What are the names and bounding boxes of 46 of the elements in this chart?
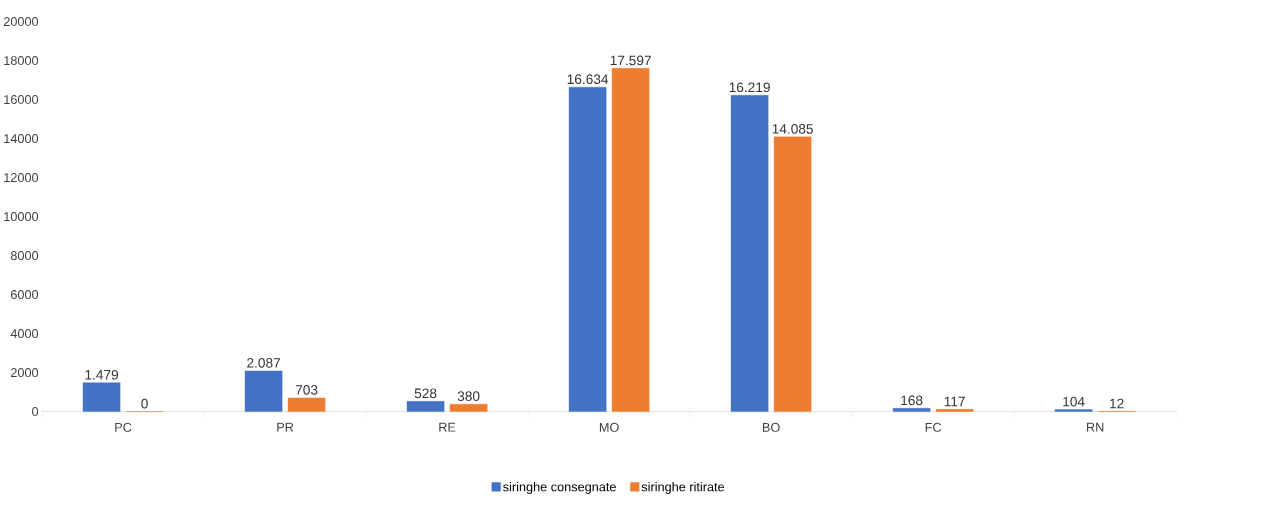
bar <box>611 68 650 412</box>
y-tick-label: 8000 <box>10 251 39 261</box>
data-label: 117 <box>944 396 965 407</box>
bar <box>82 382 121 412</box>
data-label: 16.219 <box>729 82 770 93</box>
data-label: 703 <box>295 385 318 395</box>
data-label: 104 <box>1063 396 1085 407</box>
x-tick-label: RN <box>1087 422 1104 432</box>
data-label: 168 <box>901 395 923 406</box>
y-tick-label: 18000 <box>4 56 39 66</box>
data-label: 2.087 <box>247 358 281 368</box>
x-tick-label: MO <box>599 422 619 432</box>
y-tick-label: 6000 <box>10 290 39 300</box>
bar <box>244 370 283 412</box>
data-label: 380 <box>457 391 480 402</box>
data-label: 14.085 <box>772 124 813 134</box>
data-label: 16.634 <box>567 74 609 85</box>
y-tick-label: 16000 <box>4 95 39 105</box>
bar <box>892 408 931 412</box>
y-tick-label: 2000 <box>10 368 39 378</box>
data-label: 17.597 <box>610 55 651 66</box>
bar <box>773 136 812 412</box>
x-tick-label: RE <box>439 422 456 432</box>
x-tick-label: BO <box>762 422 780 432</box>
data-label: 528 <box>414 388 437 399</box>
data-label: 12 <box>1110 398 1124 409</box>
bar <box>730 95 769 412</box>
y-tick-label: 10000 <box>4 212 39 222</box>
bar <box>568 86 607 412</box>
x-tick-label: FC <box>925 422 942 432</box>
y-tick-label: 20000 <box>3 17 39 26</box>
legend-label: siringhe ritirate <box>641 482 725 494</box>
y-tick-label: 14000 <box>4 134 39 144</box>
y-tick-label: 4000 <box>10 329 39 339</box>
data-label: 1.479 <box>85 369 119 380</box>
y-tick-label: 12000 <box>4 173 39 183</box>
x-tick-label: PC <box>115 422 132 432</box>
x-tick-label: PR <box>277 422 294 432</box>
bar <box>287 397 326 412</box>
y-tick-label: 0 <box>32 407 39 417</box>
bar <box>935 409 974 412</box>
data-label: 0 <box>141 398 148 409</box>
bar <box>449 403 488 412</box>
bar <box>1054 409 1093 412</box>
bar <box>406 401 445 412</box>
legend-label: siringhe consegnate <box>503 482 616 494</box>
